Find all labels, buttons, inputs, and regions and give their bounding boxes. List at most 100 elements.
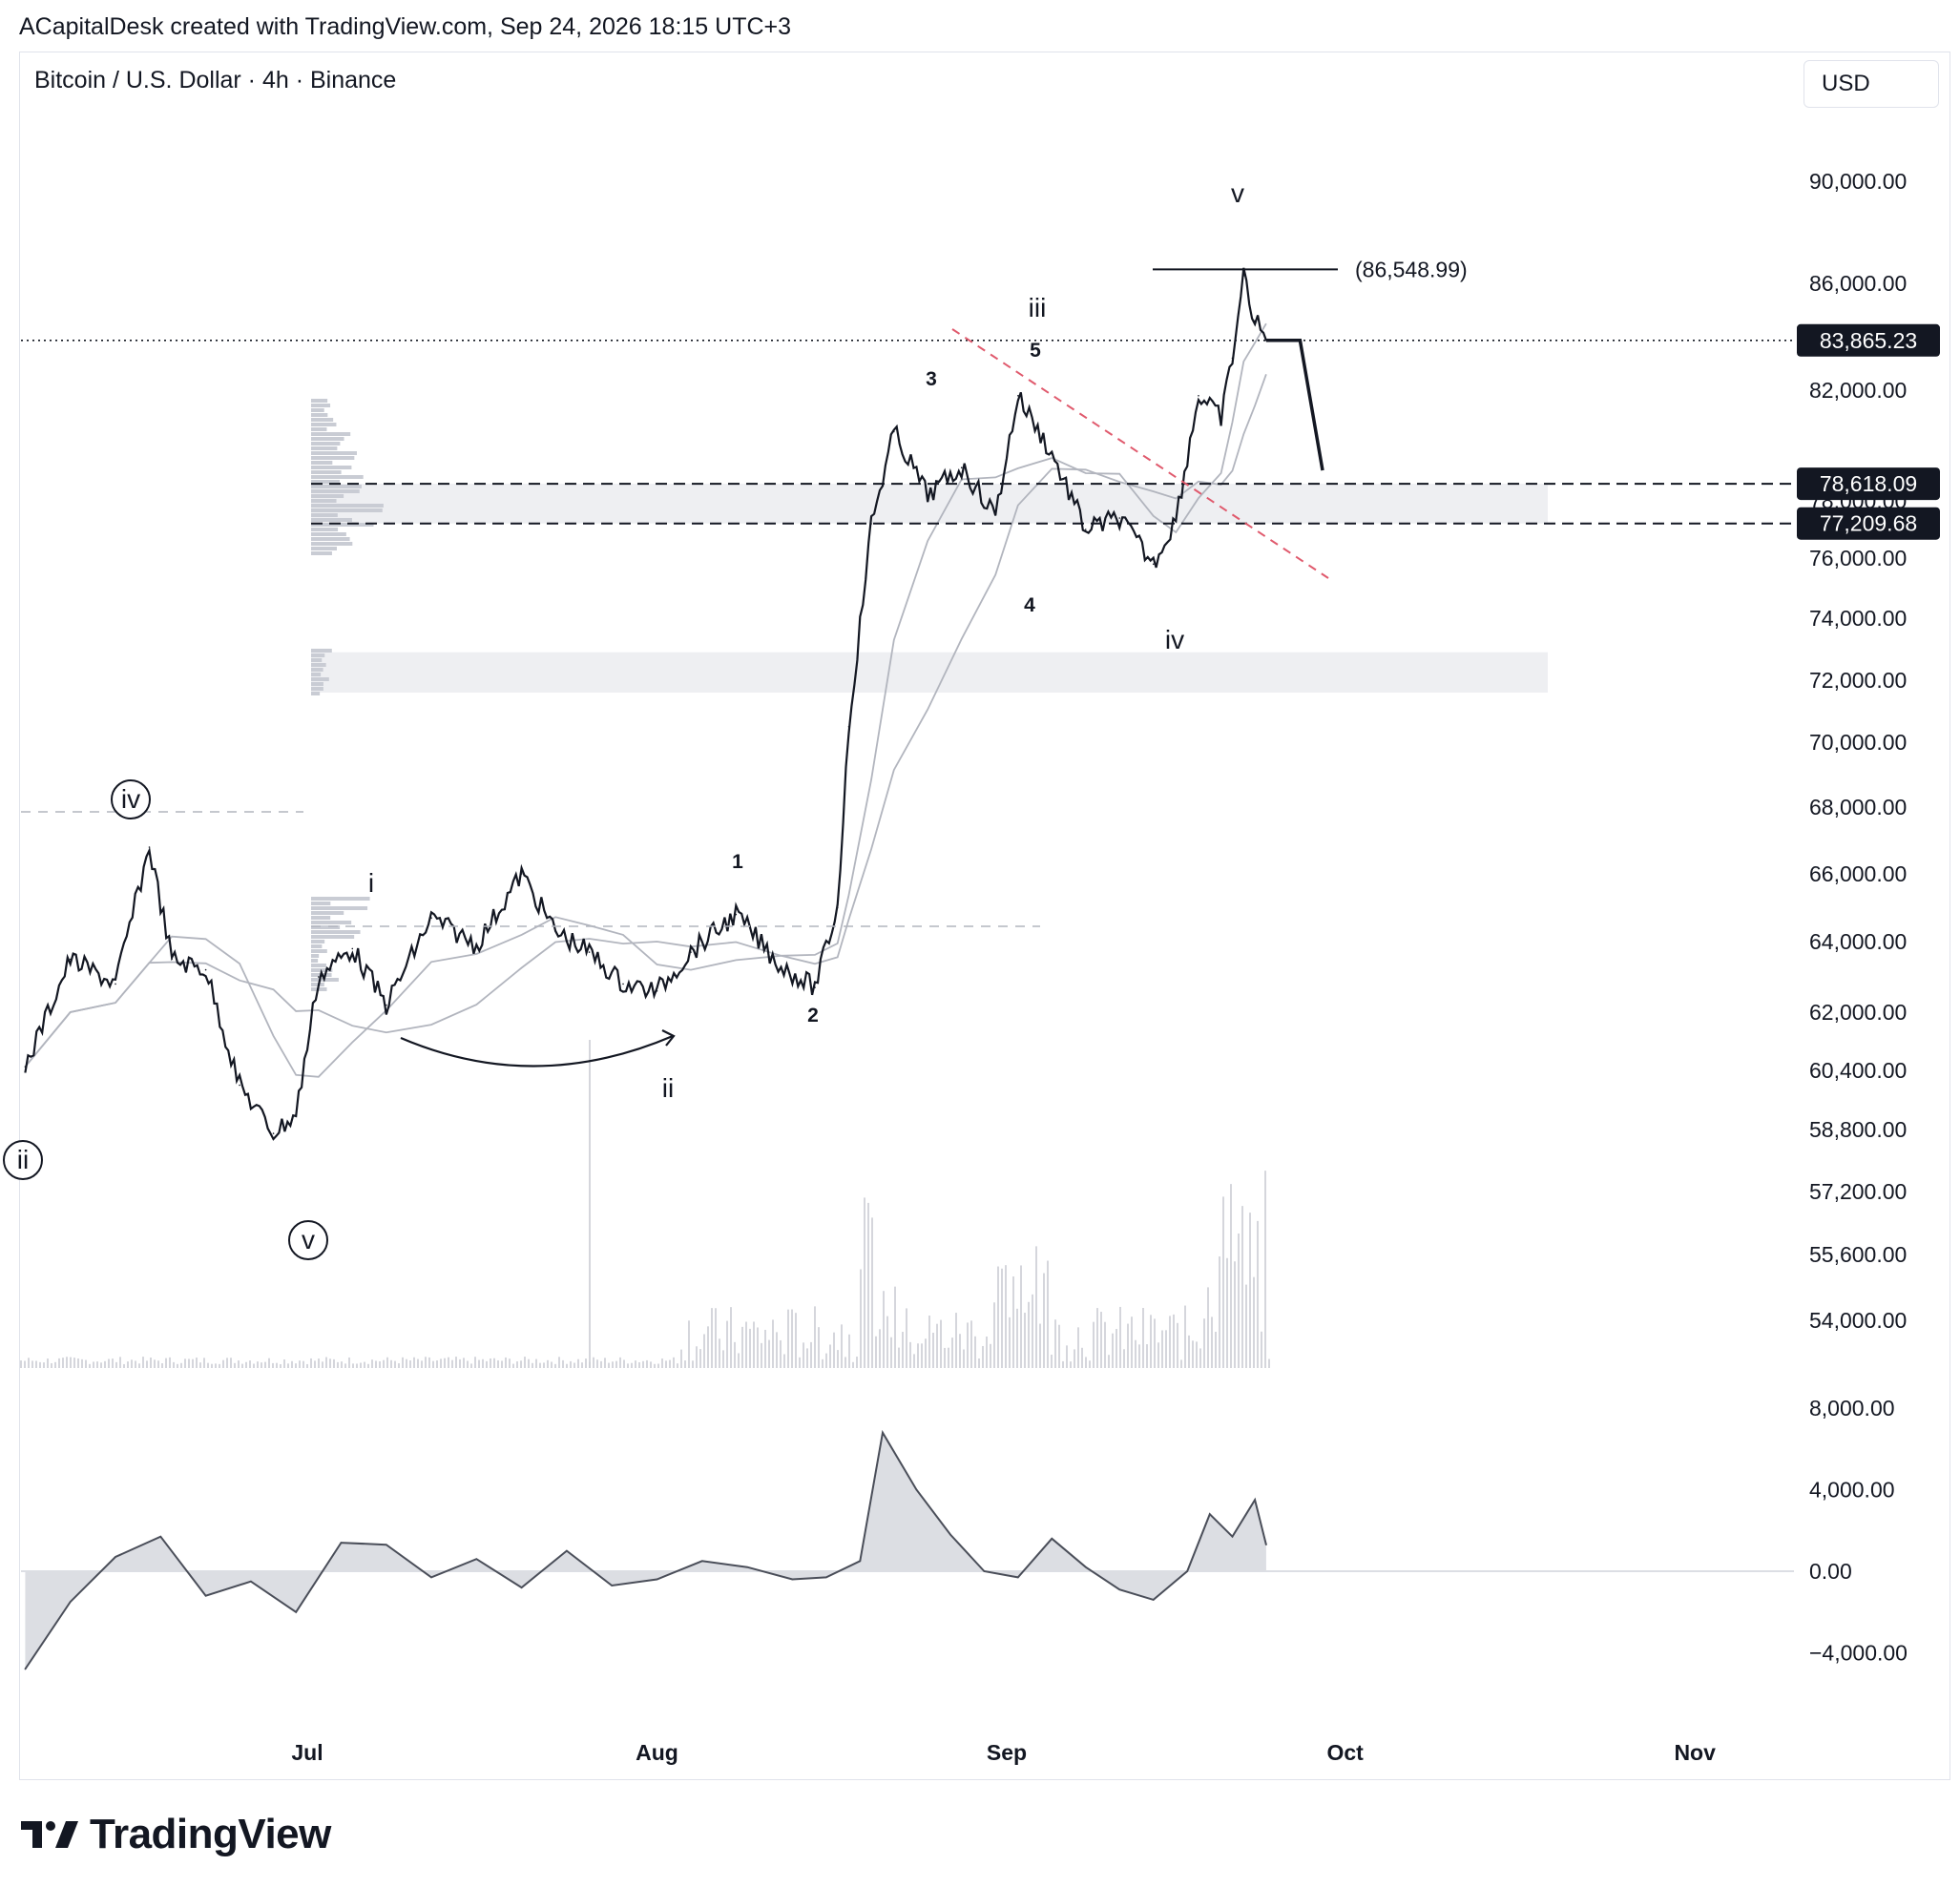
tradingview-logo-icon bbox=[21, 1821, 78, 1848]
profile-bar bbox=[311, 456, 355, 460]
oscillator-point-18 bbox=[825, 1576, 827, 1579]
price-tick-label: 76,000.00 bbox=[1809, 546, 1907, 570]
wave-circle-v bbox=[288, 1220, 328, 1260]
profile-bar bbox=[311, 404, 331, 407]
price-point-27 bbox=[927, 494, 929, 496]
oscillator-point-2 bbox=[115, 1556, 116, 1558]
price-tag-0 bbox=[1797, 323, 1940, 357]
price-point-16 bbox=[588, 951, 591, 953]
price-tag-1 bbox=[1797, 467, 1940, 501]
wave-circled-label-ii: ii bbox=[17, 1145, 29, 1174]
oscillator-point-11 bbox=[520, 1586, 523, 1588]
oscillator-point-9 bbox=[430, 1576, 432, 1579]
price-point-5 bbox=[204, 968, 207, 971]
price-point-23 bbox=[836, 906, 839, 909]
price-point-33 bbox=[1118, 517, 1121, 519]
oscillator-tick-label: −4,000.00 bbox=[1809, 1641, 1908, 1666]
profile-bar bbox=[311, 427, 327, 431]
profile-bar bbox=[311, 532, 346, 536]
price-point-14 bbox=[520, 873, 523, 875]
oscillator-layer bbox=[21, 1429, 1794, 1670]
moving-averages-layer bbox=[24, 322, 1267, 1078]
price-point-8 bbox=[295, 1113, 297, 1116]
wave-circle-ii bbox=[3, 1140, 43, 1180]
price-tag-label-2: 77,209.68 bbox=[1820, 511, 1917, 536]
price-tick-label: 86,000.00 bbox=[1809, 271, 1907, 296]
profile-bar bbox=[311, 959, 319, 963]
wave-ii-arrowhead bbox=[661, 1029, 676, 1047]
wave-sub-label-5: 5 bbox=[1030, 340, 1041, 362]
wave-sub-label-3: 3 bbox=[926, 368, 937, 390]
profile-bar bbox=[311, 682, 323, 686]
price-point-36 bbox=[1198, 395, 1199, 397]
oscillator-point-16 bbox=[746, 1566, 748, 1568]
profile-bar bbox=[311, 692, 321, 695]
price-tick-label: 64,000.00 bbox=[1809, 929, 1907, 954]
tradingview-logo[interactable]: TradingView bbox=[21, 1811, 331, 1858]
profile-bar bbox=[311, 513, 338, 517]
price-point-2 bbox=[115, 983, 116, 985]
profile-bar bbox=[311, 470, 342, 474]
volume-zones-layer bbox=[311, 484, 1548, 693]
oscillator-point-30 bbox=[1209, 1513, 1211, 1515]
oscillator-tick-label: 8,000.00 bbox=[1809, 1396, 1895, 1420]
price-tick-label: 58,800.00 bbox=[1809, 1117, 1907, 1142]
price-point-25 bbox=[870, 523, 872, 525]
profile-bar bbox=[311, 668, 323, 672]
time-tick-label: Nov bbox=[1674, 1740, 1716, 1765]
oscillator-point-26 bbox=[1084, 1566, 1087, 1568]
time-tick-label: Oct bbox=[1327, 1740, 1365, 1765]
wave-ii-arc bbox=[400, 1034, 674, 1068]
profile-bar bbox=[311, 954, 320, 958]
profile-bar bbox=[311, 408, 324, 412]
wave-minor-label-iv: iv bbox=[1165, 625, 1184, 654]
oscillator-point-21 bbox=[915, 1488, 918, 1491]
profile-bar bbox=[311, 442, 341, 446]
profile-bar bbox=[311, 528, 339, 531]
wave-minor-label-iii: iii bbox=[1029, 293, 1047, 322]
price-tag-2 bbox=[1797, 507, 1940, 540]
price-point-1 bbox=[69, 958, 72, 961]
profile-bar bbox=[311, 523, 374, 527]
oscillator-line bbox=[24, 1429, 1267, 1670]
price-point-4 bbox=[171, 958, 173, 961]
profile-bar bbox=[311, 935, 355, 939]
projection-path bbox=[1265, 339, 1324, 471]
profile-bar bbox=[311, 925, 341, 929]
profile-bar bbox=[311, 897, 370, 901]
profile-bar bbox=[311, 437, 344, 441]
profile-bar bbox=[311, 432, 351, 436]
oscillator-point-25 bbox=[1051, 1538, 1053, 1540]
moving-average-1 bbox=[24, 322, 1267, 1078]
price-tick-label: 74,000.00 bbox=[1809, 606, 1907, 631]
price-tag-label-1: 78,618.09 bbox=[1820, 471, 1917, 496]
wave-sub-label-1: 1 bbox=[732, 851, 743, 873]
profile-bar bbox=[311, 480, 340, 484]
price-point-12 bbox=[430, 917, 432, 919]
symbol-title[interactable]: Bitcoin / U.S. Dollar · 4h · Binance bbox=[34, 67, 397, 93]
price-point-28 bbox=[960, 467, 963, 469]
oscillator-point-13 bbox=[611, 1585, 614, 1586]
oscillator-point-22 bbox=[949, 1533, 951, 1536]
oscillator-point-29 bbox=[1186, 1570, 1188, 1572]
profile-bar bbox=[311, 916, 331, 920]
price-point-31 bbox=[1051, 452, 1053, 455]
profile-bar bbox=[311, 489, 360, 493]
profile-bar bbox=[311, 940, 325, 944]
time-tick-label: Aug bbox=[636, 1740, 678, 1765]
oscillator-point-24 bbox=[1017, 1576, 1019, 1579]
profile-bar bbox=[311, 949, 327, 953]
price-tick-label: 66,000.00 bbox=[1809, 861, 1907, 886]
price-point-7 bbox=[272, 1132, 275, 1134]
oscillator-point-6 bbox=[295, 1610, 297, 1613]
profile-bar bbox=[311, 542, 353, 546]
currency-button[interactable]: USD bbox=[1804, 60, 1939, 108]
price-series-layer bbox=[24, 267, 1267, 1141]
price-point-39 bbox=[1242, 275, 1245, 277]
wave-sub-label-4: 4 bbox=[1024, 594, 1035, 616]
trendline-red bbox=[951, 328, 1329, 579]
profile-bar bbox=[311, 921, 352, 924]
high-value-label: (86,548.99) bbox=[1355, 257, 1468, 281]
profile-bar bbox=[311, 423, 337, 426]
